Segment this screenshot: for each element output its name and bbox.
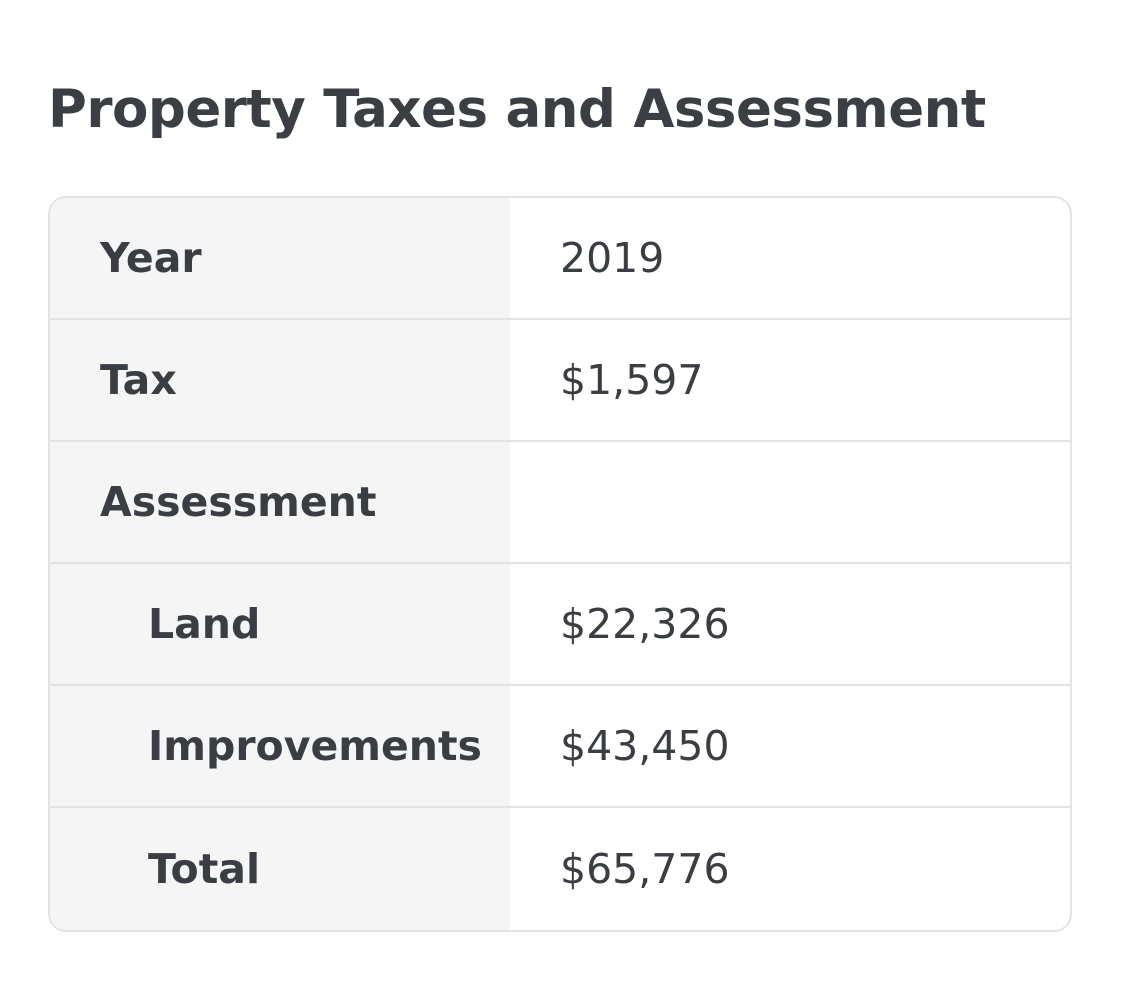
table-row-assessment: Assessment [50,442,1070,564]
row-label-land: Land [50,564,510,684]
row-value-land: $22,326 [510,564,1070,684]
row-value-assessment [510,442,1070,562]
section-title: Property Taxes and Assessment [48,79,986,140]
row-value-total: $65,776 [510,808,1070,930]
table-row-improvements: Improvements $43,450 [50,686,1070,808]
table-row-year: Year 2019 [50,198,1070,320]
table-row-land: Land $22,326 [50,564,1070,686]
row-label-year: Year [50,198,510,318]
row-label-assessment: Assessment [50,442,510,562]
row-value-improvements: $43,450 [510,686,1070,806]
table-row-tax: Tax $1,597 [50,320,1070,442]
property-tax-table: Year 2019 Tax $1,597 Assessment Land $22… [48,196,1072,932]
row-label-improvements: Improvements [50,686,510,806]
row-label-total: Total [50,808,510,930]
row-value-year: 2019 [510,198,1070,318]
row-value-tax: $1,597 [510,320,1070,440]
table-row-total: Total $65,776 [50,808,1070,930]
row-label-tax: Tax [50,320,510,440]
